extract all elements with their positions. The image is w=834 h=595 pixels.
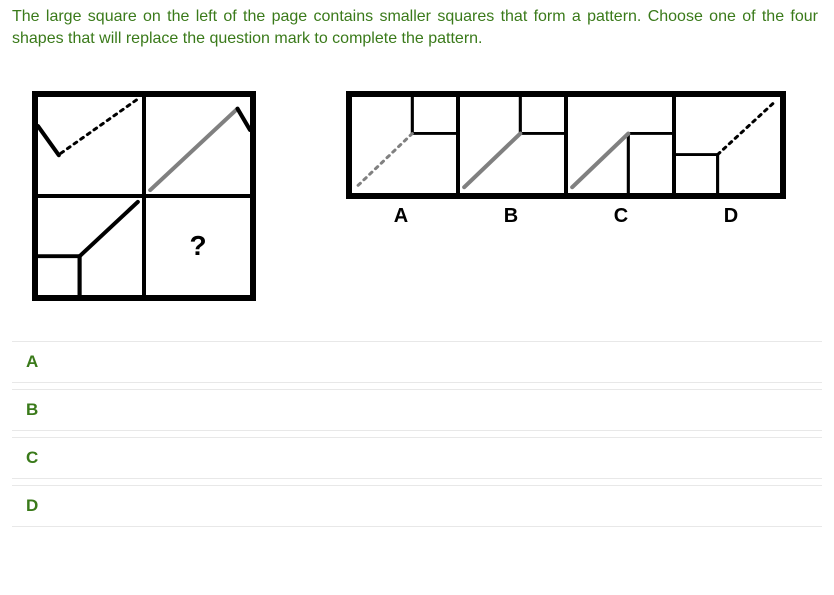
- option-label-a: A: [346, 205, 456, 228]
- option-cell-b: [458, 95, 566, 195]
- cell-top-right: [144, 95, 252, 196]
- cell-bottom-left: [36, 196, 144, 297]
- options-panel: A B C D: [346, 91, 786, 228]
- answers-list: A B C D: [12, 341, 822, 527]
- option-label-d: D: [676, 205, 786, 228]
- answer-choice-b[interactable]: B: [12, 389, 822, 431]
- cell-tr-svg: [146, 97, 250, 194]
- option-cell-c: [566, 95, 674, 195]
- option-labels: A B C D: [346, 205, 786, 228]
- pattern-grid: ?: [32, 91, 256, 301]
- cell-top-left: [36, 95, 144, 196]
- option-label-b: B: [456, 205, 566, 228]
- option-cell-a: [350, 95, 458, 195]
- option-d-svg: [676, 97, 780, 193]
- option-label-c: C: [566, 205, 676, 228]
- options-strip: [346, 91, 786, 199]
- question-mark: ?: [189, 230, 206, 262]
- option-b-svg: [460, 97, 564, 193]
- answer-choice-c[interactable]: C: [12, 437, 822, 479]
- answer-choice-a[interactable]: A: [12, 341, 822, 383]
- question-text: The large square on the left of the page…: [12, 6, 822, 51]
- diagrams-row: ? A B C D: [32, 91, 822, 301]
- answer-choice-d[interactable]: D: [12, 485, 822, 527]
- option-c-svg: [568, 97, 672, 193]
- option-cell-d: [674, 95, 782, 195]
- cell-bl-svg: [38, 198, 142, 295]
- cell-bottom-right: ?: [144, 196, 252, 297]
- cell-tl-svg: [38, 97, 142, 194]
- option-a-svg: [352, 97, 456, 193]
